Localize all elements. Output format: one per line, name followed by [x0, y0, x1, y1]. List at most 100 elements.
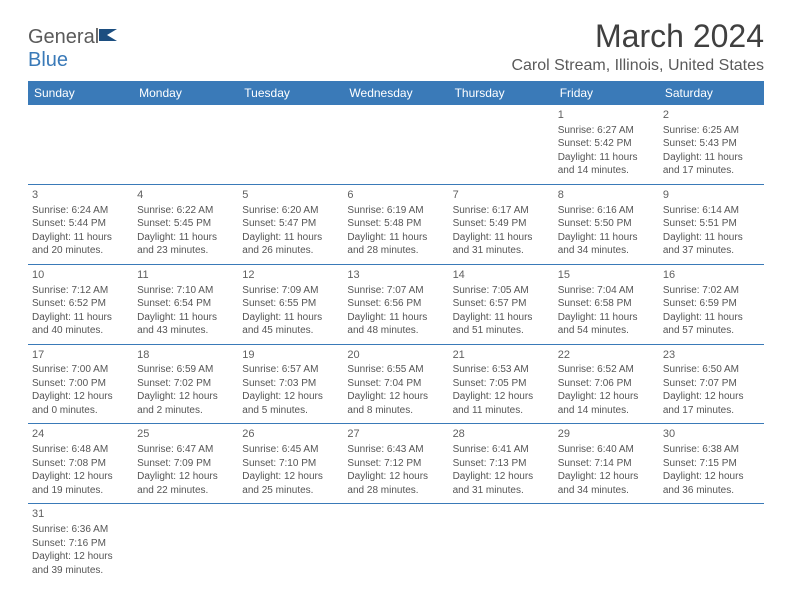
calendar-cell	[554, 504, 659, 583]
day-detail: and 25 minutes.	[242, 484, 339, 498]
weekday-header: Friday	[554, 81, 659, 105]
calendar-cell: 15Sunrise: 7:04 AMSunset: 6:58 PMDayligh…	[554, 264, 659, 344]
day-detail: Sunrise: 7:12 AM	[32, 284, 129, 298]
day-number: 9	[663, 188, 760, 203]
calendar-row: 31Sunrise: 6:36 AMSunset: 7:16 PMDayligh…	[28, 504, 764, 583]
calendar-row: 1Sunrise: 6:27 AMSunset: 5:42 PMDaylight…	[28, 105, 764, 184]
day-detail: Sunset: 6:59 PM	[663, 297, 760, 311]
day-detail: Daylight: 11 hours	[32, 311, 129, 325]
day-detail: Sunset: 7:15 PM	[663, 457, 760, 471]
calendar-cell: 26Sunrise: 6:45 AMSunset: 7:10 PMDayligh…	[238, 424, 343, 504]
day-detail: Sunrise: 6:24 AM	[32, 204, 129, 218]
calendar-row: 10Sunrise: 7:12 AMSunset: 6:52 PMDayligh…	[28, 264, 764, 344]
day-number: 25	[137, 427, 234, 442]
day-detail: Daylight: 12 hours	[242, 470, 339, 484]
day-detail: Daylight: 11 hours	[453, 311, 550, 325]
day-detail: and 2 minutes.	[137, 404, 234, 418]
day-number: 14	[453, 268, 550, 283]
day-number: 27	[347, 427, 444, 442]
day-detail: Sunrise: 6:16 AM	[558, 204, 655, 218]
day-detail: Daylight: 11 hours	[32, 231, 129, 245]
day-detail: Daylight: 11 hours	[453, 231, 550, 245]
day-detail: Sunset: 5:47 PM	[242, 217, 339, 231]
day-detail: Sunrise: 6:50 AM	[663, 363, 760, 377]
calendar-row: 24Sunrise: 6:48 AMSunset: 7:08 PMDayligh…	[28, 424, 764, 504]
day-detail: and 11 minutes.	[453, 404, 550, 418]
day-detail: and 28 minutes.	[347, 244, 444, 258]
day-number: 3	[32, 188, 129, 203]
day-number: 10	[32, 268, 129, 283]
calendar-cell: 12Sunrise: 7:09 AMSunset: 6:55 PMDayligh…	[238, 264, 343, 344]
day-detail: Sunset: 6:54 PM	[137, 297, 234, 311]
brand-name: GeneralBlue	[28, 26, 121, 72]
day-detail: Sunset: 5:48 PM	[347, 217, 444, 231]
day-number: 17	[32, 348, 129, 363]
weekday-header: Wednesday	[343, 81, 448, 105]
day-detail: Daylight: 11 hours	[137, 231, 234, 245]
day-detail: Sunrise: 7:00 AM	[32, 363, 129, 377]
calendar-cell: 9Sunrise: 6:14 AMSunset: 5:51 PMDaylight…	[659, 184, 764, 264]
day-detail: Sunrise: 6:41 AM	[453, 443, 550, 457]
day-detail: Sunset: 7:09 PM	[137, 457, 234, 471]
day-detail: Daylight: 11 hours	[558, 311, 655, 325]
day-detail: Daylight: 12 hours	[32, 550, 129, 564]
calendar-cell	[238, 105, 343, 184]
weekday-header: Monday	[133, 81, 238, 105]
brand-name-1: General	[28, 26, 99, 48]
day-detail: Sunset: 7:13 PM	[453, 457, 550, 471]
calendar-cell: 4Sunrise: 6:22 AMSunset: 5:45 PMDaylight…	[133, 184, 238, 264]
day-detail: Daylight: 12 hours	[453, 390, 550, 404]
brand-name-2: Blue	[28, 49, 68, 71]
location-subtitle: Carol Stream, Illinois, United States	[511, 57, 764, 75]
calendar-cell: 29Sunrise: 6:40 AMSunset: 7:14 PMDayligh…	[554, 424, 659, 504]
calendar-cell: 20Sunrise: 6:55 AMSunset: 7:04 PMDayligh…	[343, 344, 448, 424]
day-detail: Sunset: 7:06 PM	[558, 377, 655, 391]
calendar-cell: 18Sunrise: 6:59 AMSunset: 7:02 PMDayligh…	[133, 344, 238, 424]
day-number: 7	[453, 188, 550, 203]
calendar-cell: 23Sunrise: 6:50 AMSunset: 7:07 PMDayligh…	[659, 344, 764, 424]
calendar-cell: 17Sunrise: 7:00 AMSunset: 7:00 PMDayligh…	[28, 344, 133, 424]
day-detail: Sunrise: 6:14 AM	[663, 204, 760, 218]
day-detail: and 26 minutes.	[242, 244, 339, 258]
day-detail: Sunset: 5:45 PM	[137, 217, 234, 231]
day-detail: and 54 minutes.	[558, 324, 655, 338]
day-detail: Sunset: 7:14 PM	[558, 457, 655, 471]
day-detail: Daylight: 12 hours	[558, 470, 655, 484]
calendar-cell: 31Sunrise: 6:36 AMSunset: 7:16 PMDayligh…	[28, 504, 133, 583]
day-detail: Daylight: 12 hours	[242, 390, 339, 404]
day-detail: Daylight: 11 hours	[242, 311, 339, 325]
calendar-cell: 14Sunrise: 7:05 AMSunset: 6:57 PMDayligh…	[449, 264, 554, 344]
day-number: 5	[242, 188, 339, 203]
day-number: 26	[242, 427, 339, 442]
calendar-cell	[133, 504, 238, 583]
day-number: 16	[663, 268, 760, 283]
calendar-body: 1Sunrise: 6:27 AMSunset: 5:42 PMDaylight…	[28, 105, 764, 583]
day-number: 2	[663, 108, 760, 123]
calendar-cell: 21Sunrise: 6:53 AMSunset: 7:05 PMDayligh…	[449, 344, 554, 424]
day-detail: and 34 minutes.	[558, 244, 655, 258]
day-detail: Sunset: 7:03 PM	[242, 377, 339, 391]
day-detail: Sunset: 6:55 PM	[242, 297, 339, 311]
day-detail: Sunset: 7:02 PM	[137, 377, 234, 391]
calendar-cell: 7Sunrise: 6:17 AMSunset: 5:49 PMDaylight…	[449, 184, 554, 264]
calendar-row: 17Sunrise: 7:00 AMSunset: 7:00 PMDayligh…	[28, 344, 764, 424]
day-detail: Sunset: 7:07 PM	[663, 377, 760, 391]
day-detail: Sunrise: 6:59 AM	[137, 363, 234, 377]
day-detail: Daylight: 11 hours	[347, 231, 444, 245]
day-detail: Sunset: 6:56 PM	[347, 297, 444, 311]
calendar-cell	[343, 105, 448, 184]
day-detail: Daylight: 11 hours	[137, 311, 234, 325]
day-detail: Sunrise: 6:19 AM	[347, 204, 444, 218]
calendar-table: SundayMondayTuesdayWednesdayThursdayFrid…	[28, 81, 764, 583]
day-detail: and 31 minutes.	[453, 484, 550, 498]
brand-logo: GeneralBlue	[28, 18, 121, 72]
day-detail: Daylight: 11 hours	[558, 231, 655, 245]
day-detail: Sunset: 7:16 PM	[32, 537, 129, 551]
day-number: 22	[558, 348, 655, 363]
day-detail: Sunset: 7:05 PM	[453, 377, 550, 391]
day-detail: Sunrise: 6:17 AM	[453, 204, 550, 218]
day-detail: Sunrise: 6:43 AM	[347, 443, 444, 457]
day-detail: Sunrise: 6:38 AM	[663, 443, 760, 457]
day-number: 12	[242, 268, 339, 283]
day-detail: Sunset: 7:08 PM	[32, 457, 129, 471]
